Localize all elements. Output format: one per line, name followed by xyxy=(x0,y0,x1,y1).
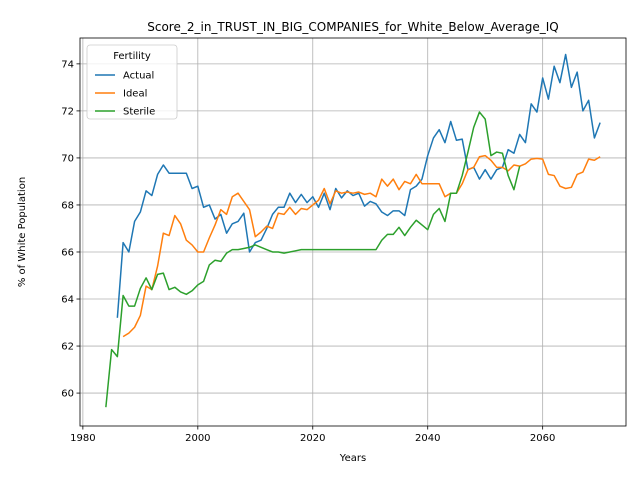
plot-frame xyxy=(79,37,627,427)
y-tick-label: 70 xyxy=(61,153,74,164)
legend-box xyxy=(86,44,178,120)
y-tick-label: 68 xyxy=(61,200,74,211)
x-tick-label: 2060 xyxy=(530,433,555,444)
y-tick-label: 62 xyxy=(61,342,74,353)
y-tick-label: 60 xyxy=(61,389,74,400)
y-tick-label: 74 xyxy=(61,59,74,70)
x-tick-label: 2040 xyxy=(415,433,440,444)
y-tick-label: 64 xyxy=(61,295,74,306)
x-tick-label: 1980 xyxy=(70,433,95,444)
legend-label-sterile: Sterile xyxy=(123,107,155,118)
y-axis-title: % of White Population xyxy=(17,177,28,287)
legend-label-ideal: Ideal xyxy=(123,89,147,100)
legend-title: Fertility xyxy=(113,51,151,62)
series-layer xyxy=(105,53,601,408)
y-tick-label: 72 xyxy=(61,106,74,117)
y-tick-label: 66 xyxy=(61,247,74,258)
series-line-sterile xyxy=(105,111,521,408)
legend-label-actual: Actual xyxy=(123,71,154,82)
x-tick-label: 2020 xyxy=(300,433,325,444)
x-axis: 1980 2000 2020 2040 2060 xyxy=(70,426,555,444)
chart-title: Score_2_in_TRUST_IN_BIG_COMPANIES_for_Wh… xyxy=(147,20,559,34)
x-tick-label: 2000 xyxy=(185,433,210,444)
series-line-ideal xyxy=(122,154,601,338)
series-line-actual xyxy=(116,53,601,318)
y-axis: 60 62 64 66 68 70 72 74 xyxy=(61,59,80,400)
x-axis-title: Years xyxy=(339,453,366,464)
legend: Fertility Actual Ideal Sterile xyxy=(86,44,178,120)
